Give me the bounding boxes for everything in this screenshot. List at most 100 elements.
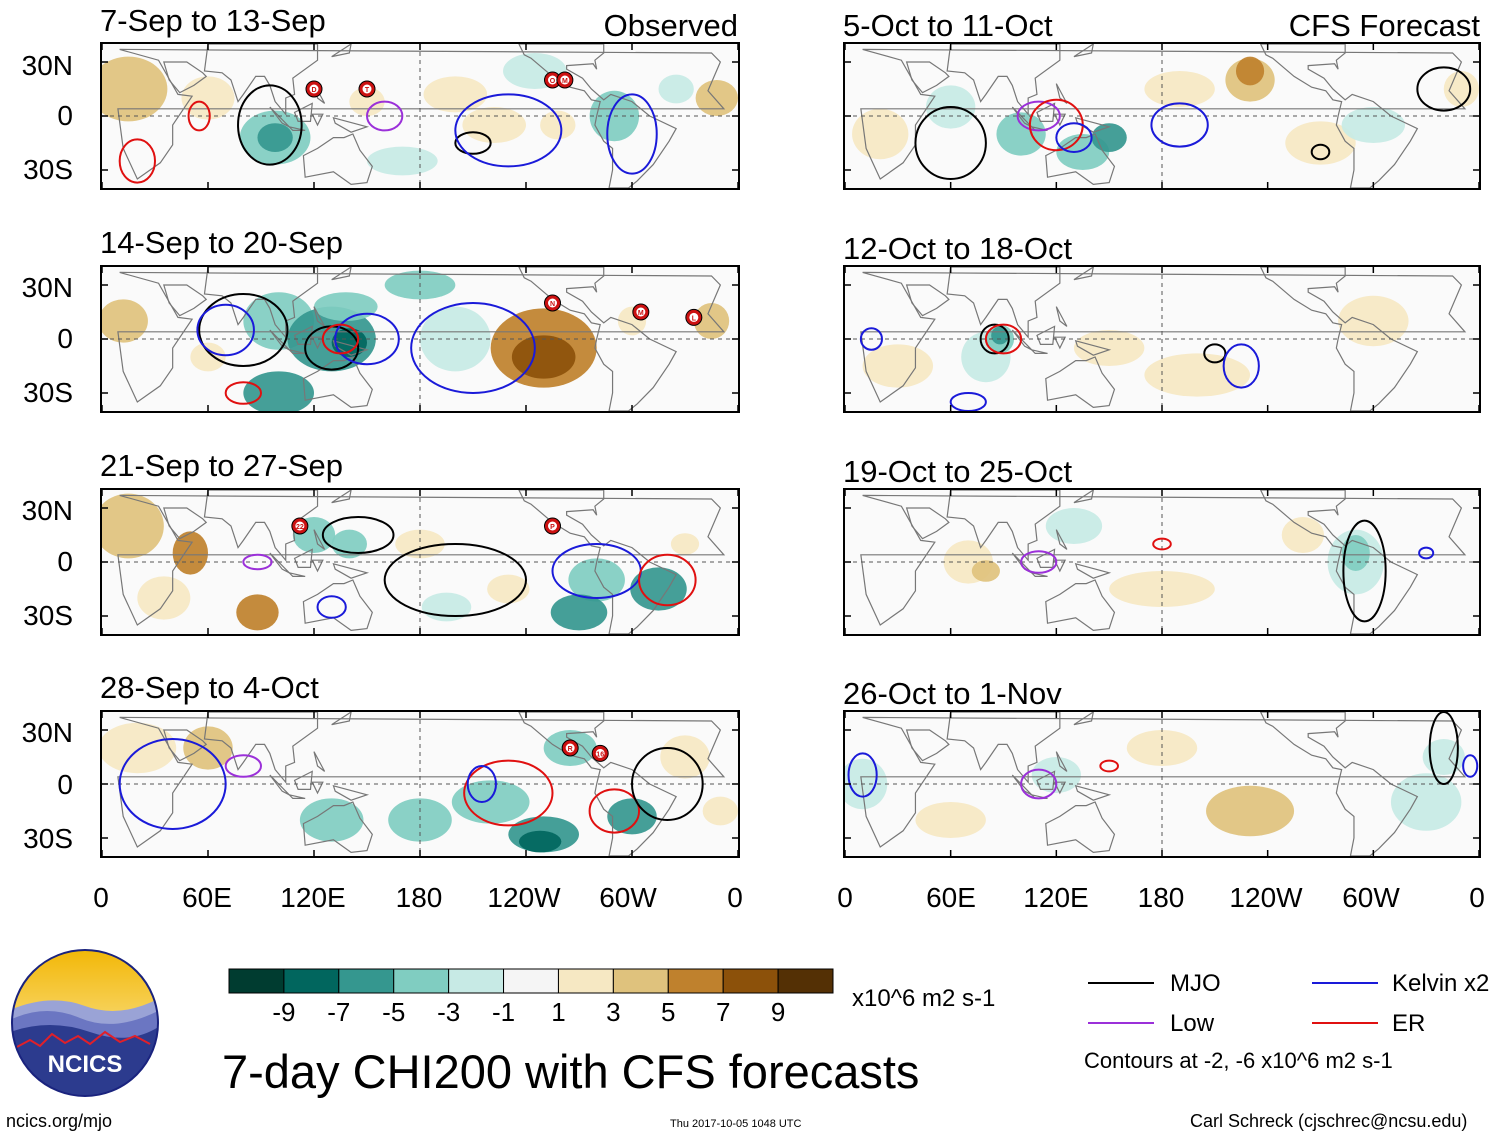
wave-contour: [1342, 519, 1387, 623]
storm-label: L: [692, 315, 697, 322]
coastline: [905, 729, 950, 762]
wave-contour: [949, 392, 987, 411]
coastline: [1074, 339, 1112, 356]
coastline: [1055, 751, 1068, 772]
anomaly-region: [1338, 295, 1409, 347]
panel-title-obs-3: 21-Sep to 27-Sep: [100, 448, 344, 483]
coastline: [302, 801, 373, 854]
legend-label-er: ER: [1392, 1010, 1426, 1037]
anomaly-region: [971, 560, 1000, 582]
lon-label-0: 0: [93, 882, 109, 913]
colorbar-tick-label: 3: [606, 997, 621, 1027]
panel-title-obs-4: 28-Sep to 4-Oct: [100, 670, 319, 705]
lat-label-30n: 30N: [21, 495, 73, 526]
colorbar-swatch: [667, 968, 724, 994]
anomaly-region: [395, 529, 445, 559]
legend-line-low: [1088, 1022, 1154, 1024]
coastline: [860, 271, 1467, 403]
anomaly-region: [1144, 353, 1251, 397]
anomaly-region: [1144, 71, 1215, 107]
anomaly-region: [1285, 121, 1356, 165]
colorbar-swatch: [503, 968, 559, 994]
wave-contour: [334, 312, 400, 366]
lat-label-0: 0: [57, 100, 73, 131]
wave-contour: [196, 303, 255, 357]
colorbar-swatch: [228, 968, 285, 994]
coastline: [313, 751, 326, 772]
coastline: [269, 329, 290, 351]
storm-marker: O: [544, 71, 561, 89]
lat-label-30n: 30N: [21, 50, 73, 81]
coastline: [287, 793, 306, 800]
wave-contour: [1020, 768, 1058, 800]
coastline: [518, 44, 678, 188]
wave-contour: [1016, 100, 1061, 132]
wave-contour: [1055, 122, 1093, 153]
wave-contour: [454, 131, 492, 155]
colorbar-tick-label: 5: [661, 997, 676, 1027]
coastline: [163, 507, 208, 540]
coastline: [1045, 356, 1116, 409]
legend-line-kelvin: [1312, 982, 1378, 984]
storm-label: O: [550, 78, 556, 85]
storm-marker: N: [544, 294, 561, 312]
wave-contour: [1418, 546, 1435, 560]
coastline: [1029, 571, 1048, 578]
map-panel-forecast-1: [843, 42, 1481, 190]
lon-label-180: 180: [1137, 882, 1185, 913]
lat-label-30n: 30N: [21, 717, 73, 748]
map-panel-forecast-4: [843, 710, 1481, 858]
lon-label-0: 0: [837, 882, 853, 913]
coastline: [287, 125, 306, 132]
coastline: [293, 548, 313, 569]
wave-contour: [588, 788, 641, 834]
colorbar-tick-label: -1: [491, 997, 516, 1027]
coastline: [1029, 348, 1048, 355]
wave-contour: [638, 553, 697, 607]
footer-url[interactable]: ncics.org/mjo: [6, 1111, 113, 1131]
colorbar-swatch: [612, 968, 669, 994]
coastline: [1073, 490, 1094, 504]
colorbar-tick-label: -3: [437, 997, 461, 1027]
storm-label: D: [311, 87, 316, 94]
wave-contour: [979, 323, 1010, 355]
lat-label-0: 0: [57, 546, 73, 577]
panel-title-fc-2: 12-Oct to 18-Oct: [843, 231, 1073, 266]
storm-label: M: [638, 310, 644, 317]
coastline: [946, 267, 1061, 339]
coastline: [1053, 781, 1067, 795]
wave-contour: [1099, 759, 1119, 773]
coastline: [860, 716, 1467, 848]
lon-label-60e: 60E: [926, 882, 976, 913]
coastline: [1053, 559, 1067, 573]
wave-contour: [224, 381, 262, 405]
coastline: [946, 44, 1061, 116]
coastline: [293, 102, 313, 123]
wave-contour: [1222, 343, 1260, 389]
coastline: [203, 490, 319, 562]
map-panel-observed-2: N M L: [100, 265, 740, 413]
lat-label-30n: 30N: [21, 272, 73, 303]
coastline: [1074, 116, 1112, 133]
anomaly-region: [367, 146, 438, 176]
column-label-observed: Observed: [603, 8, 738, 43]
wave-contour: [1020, 550, 1058, 574]
wave-contour: [321, 516, 395, 554]
coastline: [1053, 336, 1067, 350]
wave-contour: [1150, 102, 1209, 148]
colorbar-units: x10^6 m2 s-1: [852, 985, 996, 1012]
coastline: [860, 494, 1467, 626]
anomaly-region: [607, 798, 657, 835]
colorbar-swatch: [393, 968, 450, 994]
colorbar-swatch: [722, 968, 779, 994]
coastline: [518, 712, 678, 856]
wave-contour: [631, 747, 704, 821]
anomaly-region: [693, 303, 730, 339]
coastline: [302, 579, 373, 632]
lon-label-120w: 120W: [487, 882, 561, 913]
coastline: [1073, 44, 1094, 58]
column-label-forecast: CFS Forecast: [1288, 8, 1480, 43]
coastline: [332, 784, 370, 801]
coastline: [1045, 579, 1116, 632]
anomaly-region: [462, 107, 526, 143]
